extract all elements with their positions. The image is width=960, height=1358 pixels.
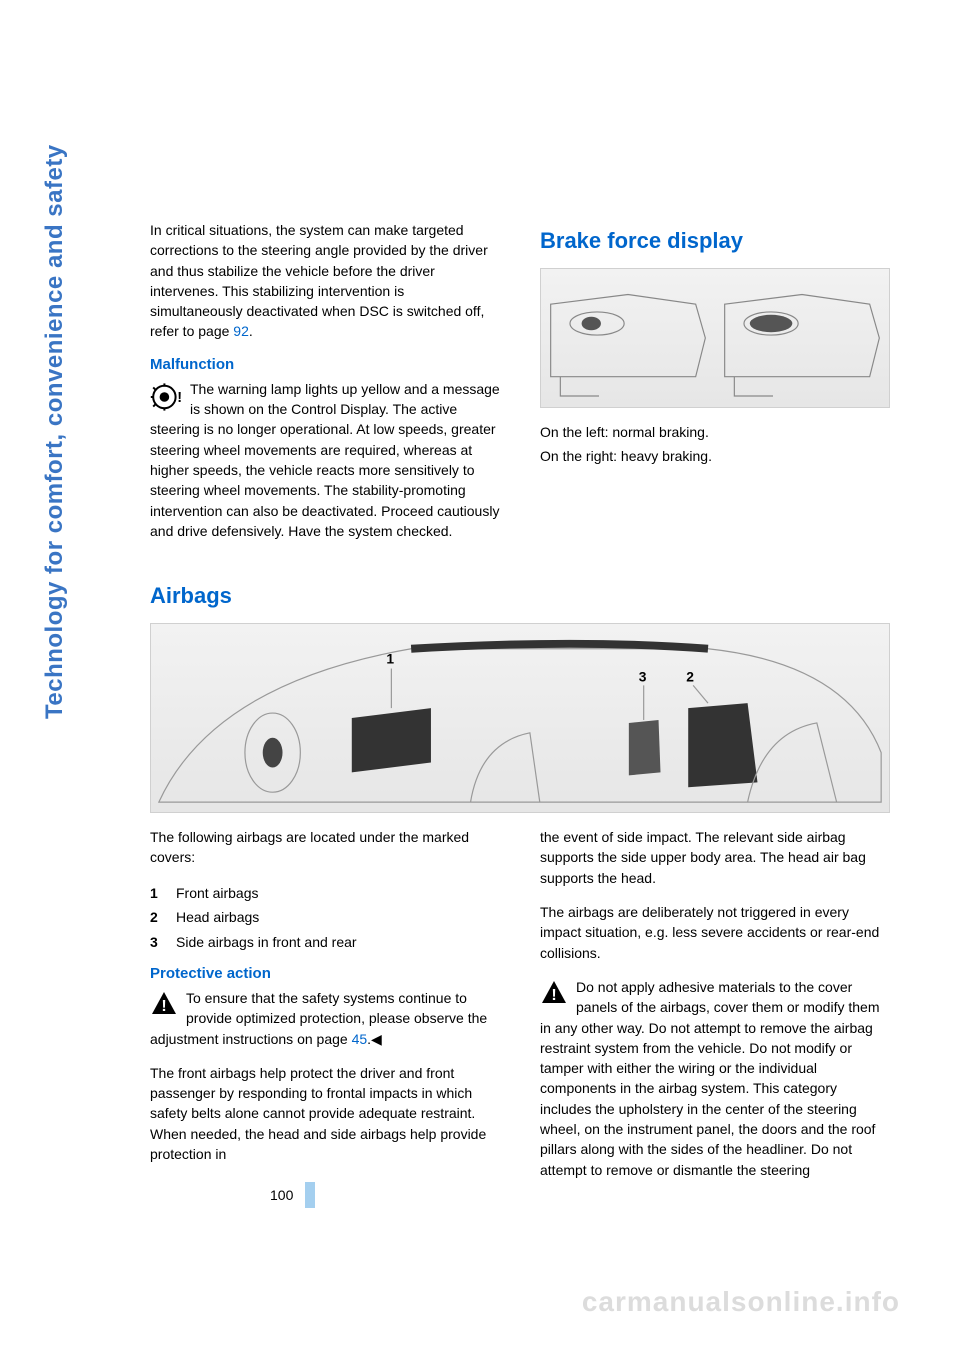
brake-heading: Brake force display — [540, 228, 890, 254]
section-sidebar-title: Technology for comfort, convenience and … — [41, 144, 69, 719]
intro-suffix: . — [249, 323, 253, 339]
airbags-diagram: 1 3 2 — [150, 623, 890, 813]
airbag-item-3: 3 Side airbags in front and rear — [150, 931, 500, 953]
malfunction-heading: Malfunction — [150, 356, 500, 373]
svg-text:!: ! — [551, 987, 556, 1004]
svg-text:3: 3 — [639, 669, 647, 685]
watermark: carmanualsonline.info — [582, 1286, 900, 1318]
page-number-block: 100 — [270, 1182, 315, 1208]
warning-lamp-icon: ! — [150, 381, 182, 418]
item-num: 1 — [150, 882, 176, 904]
brake-caption-left: On the left: normal braking. — [540, 422, 890, 442]
svg-text:!: ! — [177, 390, 182, 406]
item-label: Side airbags in front and rear — [176, 931, 357, 953]
item-num: 3 — [150, 931, 176, 953]
page-number: 100 — [270, 1187, 293, 1203]
protective-heading: Protective action — [150, 965, 500, 982]
warning-paragraph: Do not apply adhesive materials to the c… — [540, 977, 890, 1180]
side-impact-paragraph: the event of side impact. The relevant s… — [540, 827, 890, 888]
airbag-item-2: 2 Head airbags — [150, 906, 500, 928]
bottom-columns: The following airbags are located under … — [150, 827, 890, 1194]
item-label: Front airbags — [176, 882, 258, 904]
brake-force-image — [540, 268, 890, 408]
airbags-intro: The following airbags are located under … — [150, 827, 500, 868]
svg-text:2: 2 — [686, 669, 694, 685]
left-column-bottom: The following airbags are located under … — [150, 827, 500, 1194]
airbag-item-1: 1 Front airbags — [150, 882, 500, 904]
svg-text:!: ! — [161, 998, 166, 1015]
protective-paragraph: To ensure that the safety systems contin… — [150, 988, 500, 1049]
right-column-top: Brake force display On the left: normal … — [540, 220, 890, 555]
intro-text: In critical situations, the system can m… — [150, 222, 488, 339]
intro-paragraph: In critical situations, the system can m… — [150, 220, 500, 342]
right-column-bottom: the event of side impact. The relevant s… — [540, 827, 890, 1194]
trigger-paragraph: The airbags are deliberately not trigger… — [540, 902, 890, 963]
page-marker — [305, 1182, 315, 1208]
airbags-heading: Airbags — [150, 583, 890, 609]
item-num: 2 — [150, 906, 176, 928]
left-column-top: In critical situations, the system can m… — [150, 220, 500, 555]
protective-text: To ensure that the safety systems contin… — [150, 990, 487, 1047]
caution-icon: ! — [150, 990, 178, 1023]
page-ref-92[interactable]: 92 — [233, 323, 249, 339]
caution-icon: ! — [540, 979, 568, 1012]
item-label: Head airbags — [176, 906, 259, 928]
protective-suffix: .◀ — [367, 1029, 382, 1049]
svg-text:1: 1 — [386, 651, 394, 667]
page-ref-45[interactable]: 45 — [352, 1031, 368, 1047]
top-columns: In critical situations, the system can m… — [150, 220, 890, 555]
malfunction-paragraph: The warning lamp lights up yellow and a … — [150, 379, 500, 541]
front-airbags-paragraph: The front airbags help protect the drive… — [150, 1063, 500, 1164]
brake-caption-right: On the right: heavy braking. — [540, 446, 890, 466]
